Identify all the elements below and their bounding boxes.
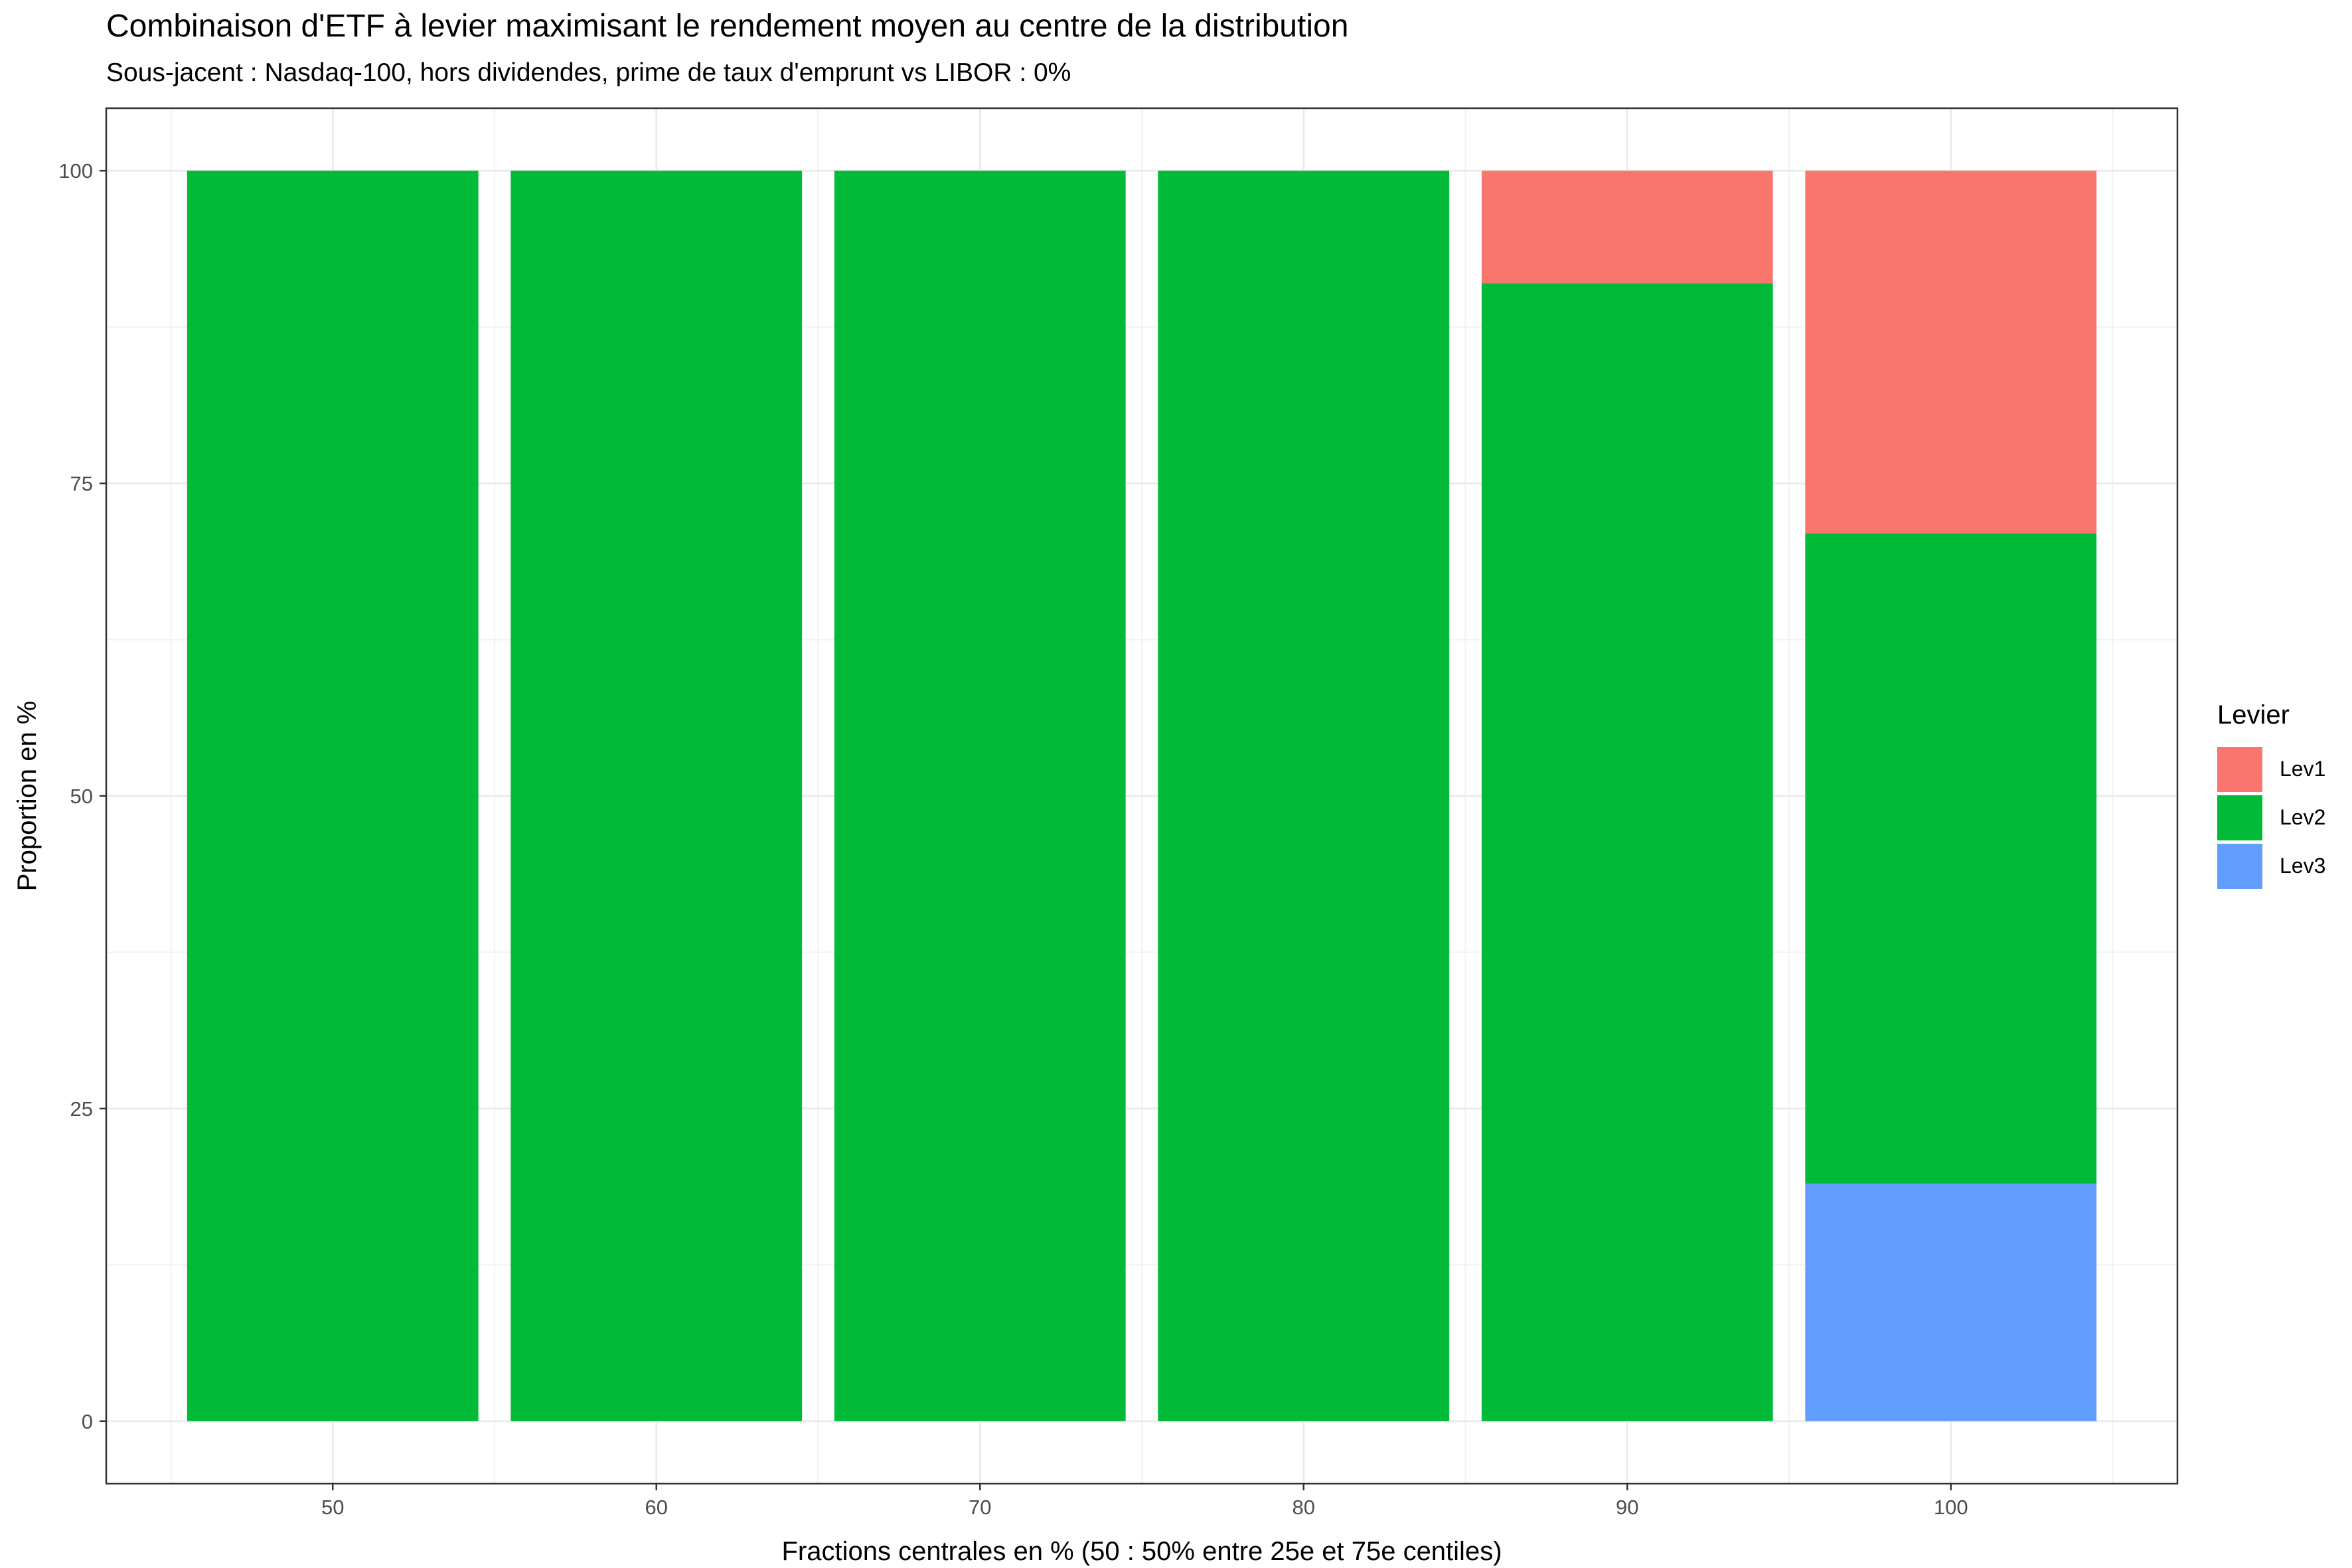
x-tick-label: 100 xyxy=(1934,1496,1968,1519)
legend-item-lev1: Lev1 xyxy=(2217,745,2325,793)
bars xyxy=(187,171,2097,1421)
legend-label: Lev1 xyxy=(2280,757,2326,781)
y-tick-label: 100 xyxy=(58,159,93,183)
bar-lev2-80 xyxy=(1158,171,1450,1421)
y-axis-title: Proportion en % xyxy=(13,701,42,892)
y-axis-ticks: 0 25 50 75 100 xyxy=(58,159,106,1433)
bar-lev2-70 xyxy=(834,171,1126,1421)
legend-swatch xyxy=(2217,843,2262,889)
legend-label: Lev3 xyxy=(2280,854,2326,878)
x-tick-label: 50 xyxy=(321,1496,344,1519)
x-tick-label: 60 xyxy=(645,1496,668,1519)
bar-lev2-60 xyxy=(510,171,803,1421)
x-axis-ticks: 50 60 70 80 90 100 xyxy=(321,1484,1968,1519)
x-axis-title: Fractions centrales en % (50 : 50% entre… xyxy=(781,1537,1502,1566)
x-tick-label: 80 xyxy=(1293,1496,1315,1519)
chart-subtitle: Sous-jacent : Nasdaq-100, hors dividende… xyxy=(106,58,1071,87)
x-tick-label: 70 xyxy=(969,1496,991,1519)
bar-lev1-90 xyxy=(1481,171,1773,283)
bar-lev1-100 xyxy=(1805,171,2097,534)
bar-lev2-90 xyxy=(1481,283,1773,1421)
y-tick-label: 50 xyxy=(70,785,93,808)
bar-lev2-50 xyxy=(187,171,479,1421)
legend-swatch xyxy=(2217,795,2262,840)
legend-title: Levier xyxy=(2217,700,2290,730)
y-tick-label: 25 xyxy=(70,1097,93,1121)
legend-label: Lev2 xyxy=(2280,805,2326,829)
y-tick-label: 75 xyxy=(70,472,93,495)
legend-swatch xyxy=(2217,746,2262,792)
legend-item-lev2: Lev2 xyxy=(2217,793,2325,842)
legend: Levier Lev1 Lev2 Lev3 xyxy=(2217,700,2325,890)
legend-items: Lev1 Lev2 Lev3 xyxy=(2217,745,2325,890)
bar-lev2-100 xyxy=(1805,533,2097,1184)
x-tick-label: 90 xyxy=(1616,1496,1638,1519)
y-tick-label: 0 xyxy=(82,1410,93,1433)
bar-lev3-100 xyxy=(1805,1183,2097,1421)
legend-item-lev3: Lev3 xyxy=(2217,842,2325,890)
chart-title: Combinaison d'ETF à levier maximisant le… xyxy=(106,9,1349,44)
